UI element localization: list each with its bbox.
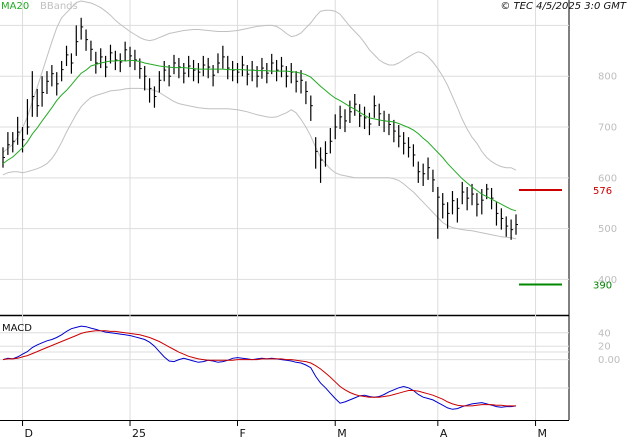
- signal-line: [2, 330, 516, 407]
- x-tick-label: D: [25, 427, 33, 440]
- bband-upper: [2, 0, 517, 171]
- macd-lines: [2, 325, 517, 410]
- resistance-label: 576: [593, 186, 612, 197]
- bband-lower: [2, 87, 517, 240]
- price-tick-label: 600: [598, 173, 617, 184]
- x-tick-label: F: [240, 427, 246, 440]
- x-axis-ticks: D 25 F M A M: [22, 420, 548, 440]
- macd-y-axis-ticks: 40 20 0.00: [598, 328, 620, 366]
- support-label: 390: [593, 281, 612, 292]
- ohlc-bars: [2, 17, 518, 240]
- price-panel-frame: [0, 0, 569, 315]
- bollinger-bands: [2, 0, 517, 240]
- x-tick-label: 25: [132, 427, 146, 440]
- price-tick-label: 500: [598, 224, 617, 235]
- price-levels: 576 390: [519, 186, 612, 292]
- macd-tick-label: 0.00: [598, 355, 620, 366]
- bands-legend-label: BBands: [40, 1, 78, 12]
- x-tick-label: A: [440, 427, 448, 440]
- price-tick-label: 700: [598, 123, 617, 134]
- macd-tick-label: 40: [598, 328, 611, 339]
- macd-tick-label: 20: [598, 342, 611, 353]
- copyright-text: © TEC 4/5/2025 3:0 GMT: [500, 1, 627, 12]
- moving-average: [2, 59, 517, 212]
- price-tick-label: 800: [598, 72, 617, 83]
- x-tick-label: M: [538, 427, 548, 440]
- price-tick-label: 400: [598, 275, 617, 286]
- price-y-axis-ticks: 400 500 600 700 800: [598, 72, 617, 286]
- macd-panel-title: MACD: [2, 323, 32, 334]
- ma20-line: [2, 59, 517, 212]
- x-tick-label: M: [337, 427, 347, 440]
- macd-line: [2, 325, 517, 410]
- ma-legend-label: MA20: [1, 1, 29, 12]
